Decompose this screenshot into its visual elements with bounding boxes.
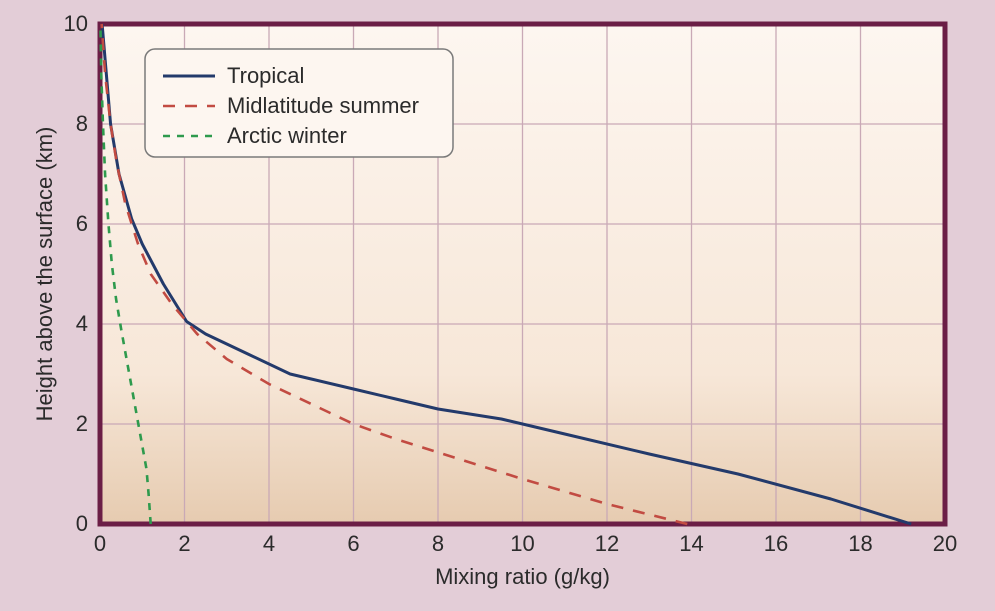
y-tick-label: 6 (76, 211, 88, 236)
x-tick-label: 8 (432, 531, 444, 556)
legend-label: Arctic winter (227, 123, 347, 148)
legend: Tropical Midlatitude summer Arctic winter (145, 49, 453, 157)
x-tick-label: 20 (933, 531, 957, 556)
y-tick-label: 4 (76, 311, 88, 336)
y-tick-label: 2 (76, 411, 88, 436)
x-tick-label: 10 (510, 531, 534, 556)
x-tick-label: 0 (94, 531, 106, 556)
legend-label: Midlatitude summer (227, 93, 419, 118)
chart-outer: 0 2 4 6 8 10 12 14 16 18 20 0 2 4 6 8 10 Mixing ratio (g… (0, 0, 995, 611)
x-tick-label: 4 (263, 531, 275, 556)
x-tick-label: 6 (347, 531, 359, 556)
y-tick-label: 8 (76, 111, 88, 136)
x-tick-label: 16 (764, 531, 788, 556)
y-axis-label: Height above the surface (km) (32, 127, 57, 422)
legend-label: Tropical (227, 63, 304, 88)
x-tick-label: 2 (178, 531, 190, 556)
x-axis-label: Mixing ratio (g/kg) (435, 564, 610, 589)
x-tick-label: 14 (679, 531, 703, 556)
x-tick-label: 18 (848, 531, 872, 556)
x-tick-label: 12 (595, 531, 619, 556)
chart-panel: 0 2 4 6 8 10 12 14 16 18 20 0 2 4 6 8 10 Mixing ratio (g… (30, 14, 965, 597)
y-tick-label: 0 (76, 511, 88, 536)
y-tick-label: 10 (64, 14, 88, 36)
chart-svg: 0 2 4 6 8 10 12 14 16 18 20 0 2 4 6 8 10 Mixing ratio (g… (30, 14, 965, 597)
